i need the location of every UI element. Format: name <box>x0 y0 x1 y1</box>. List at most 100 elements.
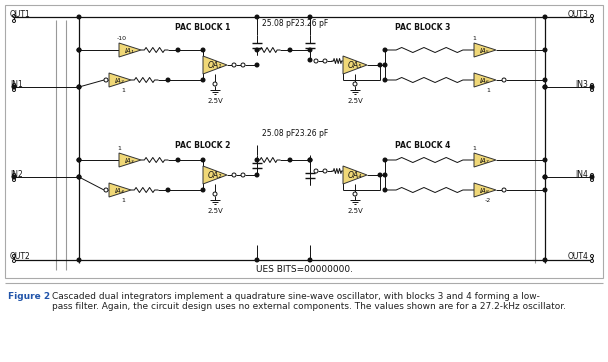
Polygon shape <box>203 56 227 74</box>
Circle shape <box>13 178 15 181</box>
Text: OA₁: OA₁ <box>208 62 222 71</box>
FancyBboxPatch shape <box>5 5 603 278</box>
Circle shape <box>77 175 81 179</box>
Circle shape <box>241 63 245 67</box>
Circle shape <box>77 48 81 52</box>
Text: OUT1: OUT1 <box>10 10 31 19</box>
Circle shape <box>232 63 236 67</box>
Polygon shape <box>343 56 367 74</box>
Circle shape <box>13 254 15 257</box>
Text: 2.5V: 2.5V <box>207 98 223 104</box>
Circle shape <box>13 20 15 22</box>
Circle shape <box>288 48 292 52</box>
Text: Cascaded dual integrators implement a quadrature sine-wave oscillator, with bloc: Cascaded dual integrators implement a qu… <box>52 292 566 311</box>
Circle shape <box>308 48 312 52</box>
Circle shape <box>543 175 547 179</box>
Circle shape <box>232 173 236 177</box>
Circle shape <box>213 82 217 86</box>
Circle shape <box>77 48 81 52</box>
Circle shape <box>77 258 81 262</box>
Circle shape <box>201 188 205 192</box>
Circle shape <box>13 88 15 92</box>
Circle shape <box>383 158 387 162</box>
Circle shape <box>255 48 259 52</box>
Circle shape <box>383 188 387 192</box>
Circle shape <box>590 20 593 22</box>
Text: PAC BLOCK 3: PAC BLOCK 3 <box>395 22 451 31</box>
Circle shape <box>13 260 15 262</box>
Polygon shape <box>119 153 141 167</box>
Circle shape <box>590 178 593 181</box>
Circle shape <box>543 188 547 192</box>
Text: IA₈: IA₈ <box>480 188 490 194</box>
Text: 1: 1 <box>121 198 125 202</box>
Circle shape <box>308 258 312 262</box>
Circle shape <box>543 48 547 52</box>
Polygon shape <box>119 43 141 57</box>
Circle shape <box>543 85 547 89</box>
Text: IA₄: IA₄ <box>115 188 125 194</box>
Circle shape <box>104 78 108 82</box>
Polygon shape <box>109 73 131 87</box>
Text: 25.08 pF: 25.08 pF <box>262 130 295 139</box>
Polygon shape <box>474 183 496 197</box>
Text: PAC BLOCK 1: PAC BLOCK 1 <box>175 22 230 31</box>
Circle shape <box>255 15 259 19</box>
Circle shape <box>502 188 506 192</box>
Text: 1: 1 <box>486 88 490 93</box>
Polygon shape <box>203 166 227 184</box>
Text: IN2: IN2 <box>10 170 22 179</box>
Circle shape <box>590 173 593 177</box>
Circle shape <box>201 158 205 162</box>
Circle shape <box>255 258 259 262</box>
Text: IN4: IN4 <box>575 170 588 179</box>
Circle shape <box>543 158 547 162</box>
Circle shape <box>590 260 593 262</box>
Circle shape <box>241 173 245 177</box>
Circle shape <box>543 85 547 89</box>
Polygon shape <box>474 153 496 167</box>
Circle shape <box>166 188 170 192</box>
Circle shape <box>13 173 15 177</box>
Circle shape <box>502 78 506 82</box>
Circle shape <box>176 158 180 162</box>
Circle shape <box>543 258 547 262</box>
Text: 25.08 pF: 25.08 pF <box>262 20 295 29</box>
Circle shape <box>383 48 387 52</box>
Circle shape <box>213 192 217 196</box>
Text: IN3: IN3 <box>575 80 588 89</box>
Text: PAC BLOCK 4: PAC BLOCK 4 <box>395 140 451 150</box>
Circle shape <box>314 59 318 63</box>
Circle shape <box>77 85 81 89</box>
Text: UES BITS=00000000.: UES BITS=00000000. <box>255 265 353 274</box>
Circle shape <box>323 59 327 63</box>
Circle shape <box>77 85 81 89</box>
Circle shape <box>590 84 593 87</box>
Text: IA₇: IA₇ <box>480 158 490 164</box>
Text: 1: 1 <box>121 88 125 93</box>
Text: IA₆: IA₆ <box>480 78 490 84</box>
Polygon shape <box>343 166 367 184</box>
Circle shape <box>308 158 312 162</box>
Circle shape <box>77 15 81 19</box>
Text: OUT2: OUT2 <box>10 252 31 261</box>
Polygon shape <box>474 43 496 57</box>
Circle shape <box>323 169 327 173</box>
Text: PAC BLOCK 2: PAC BLOCK 2 <box>175 140 230 150</box>
Circle shape <box>543 78 547 82</box>
Text: 1: 1 <box>117 147 121 152</box>
Circle shape <box>383 173 387 177</box>
Circle shape <box>383 78 387 82</box>
Text: 1: 1 <box>472 147 476 152</box>
Circle shape <box>353 82 357 86</box>
Circle shape <box>12 85 16 89</box>
Text: OUT4: OUT4 <box>567 252 588 261</box>
Circle shape <box>378 63 382 67</box>
Text: IA₁: IA₁ <box>125 48 135 54</box>
Text: -10: -10 <box>117 37 127 42</box>
Text: IA₅: IA₅ <box>480 48 490 54</box>
Text: OA₂: OA₂ <box>208 172 222 181</box>
Circle shape <box>353 192 357 196</box>
Text: 2.5V: 2.5V <box>207 208 223 214</box>
Circle shape <box>308 158 312 162</box>
